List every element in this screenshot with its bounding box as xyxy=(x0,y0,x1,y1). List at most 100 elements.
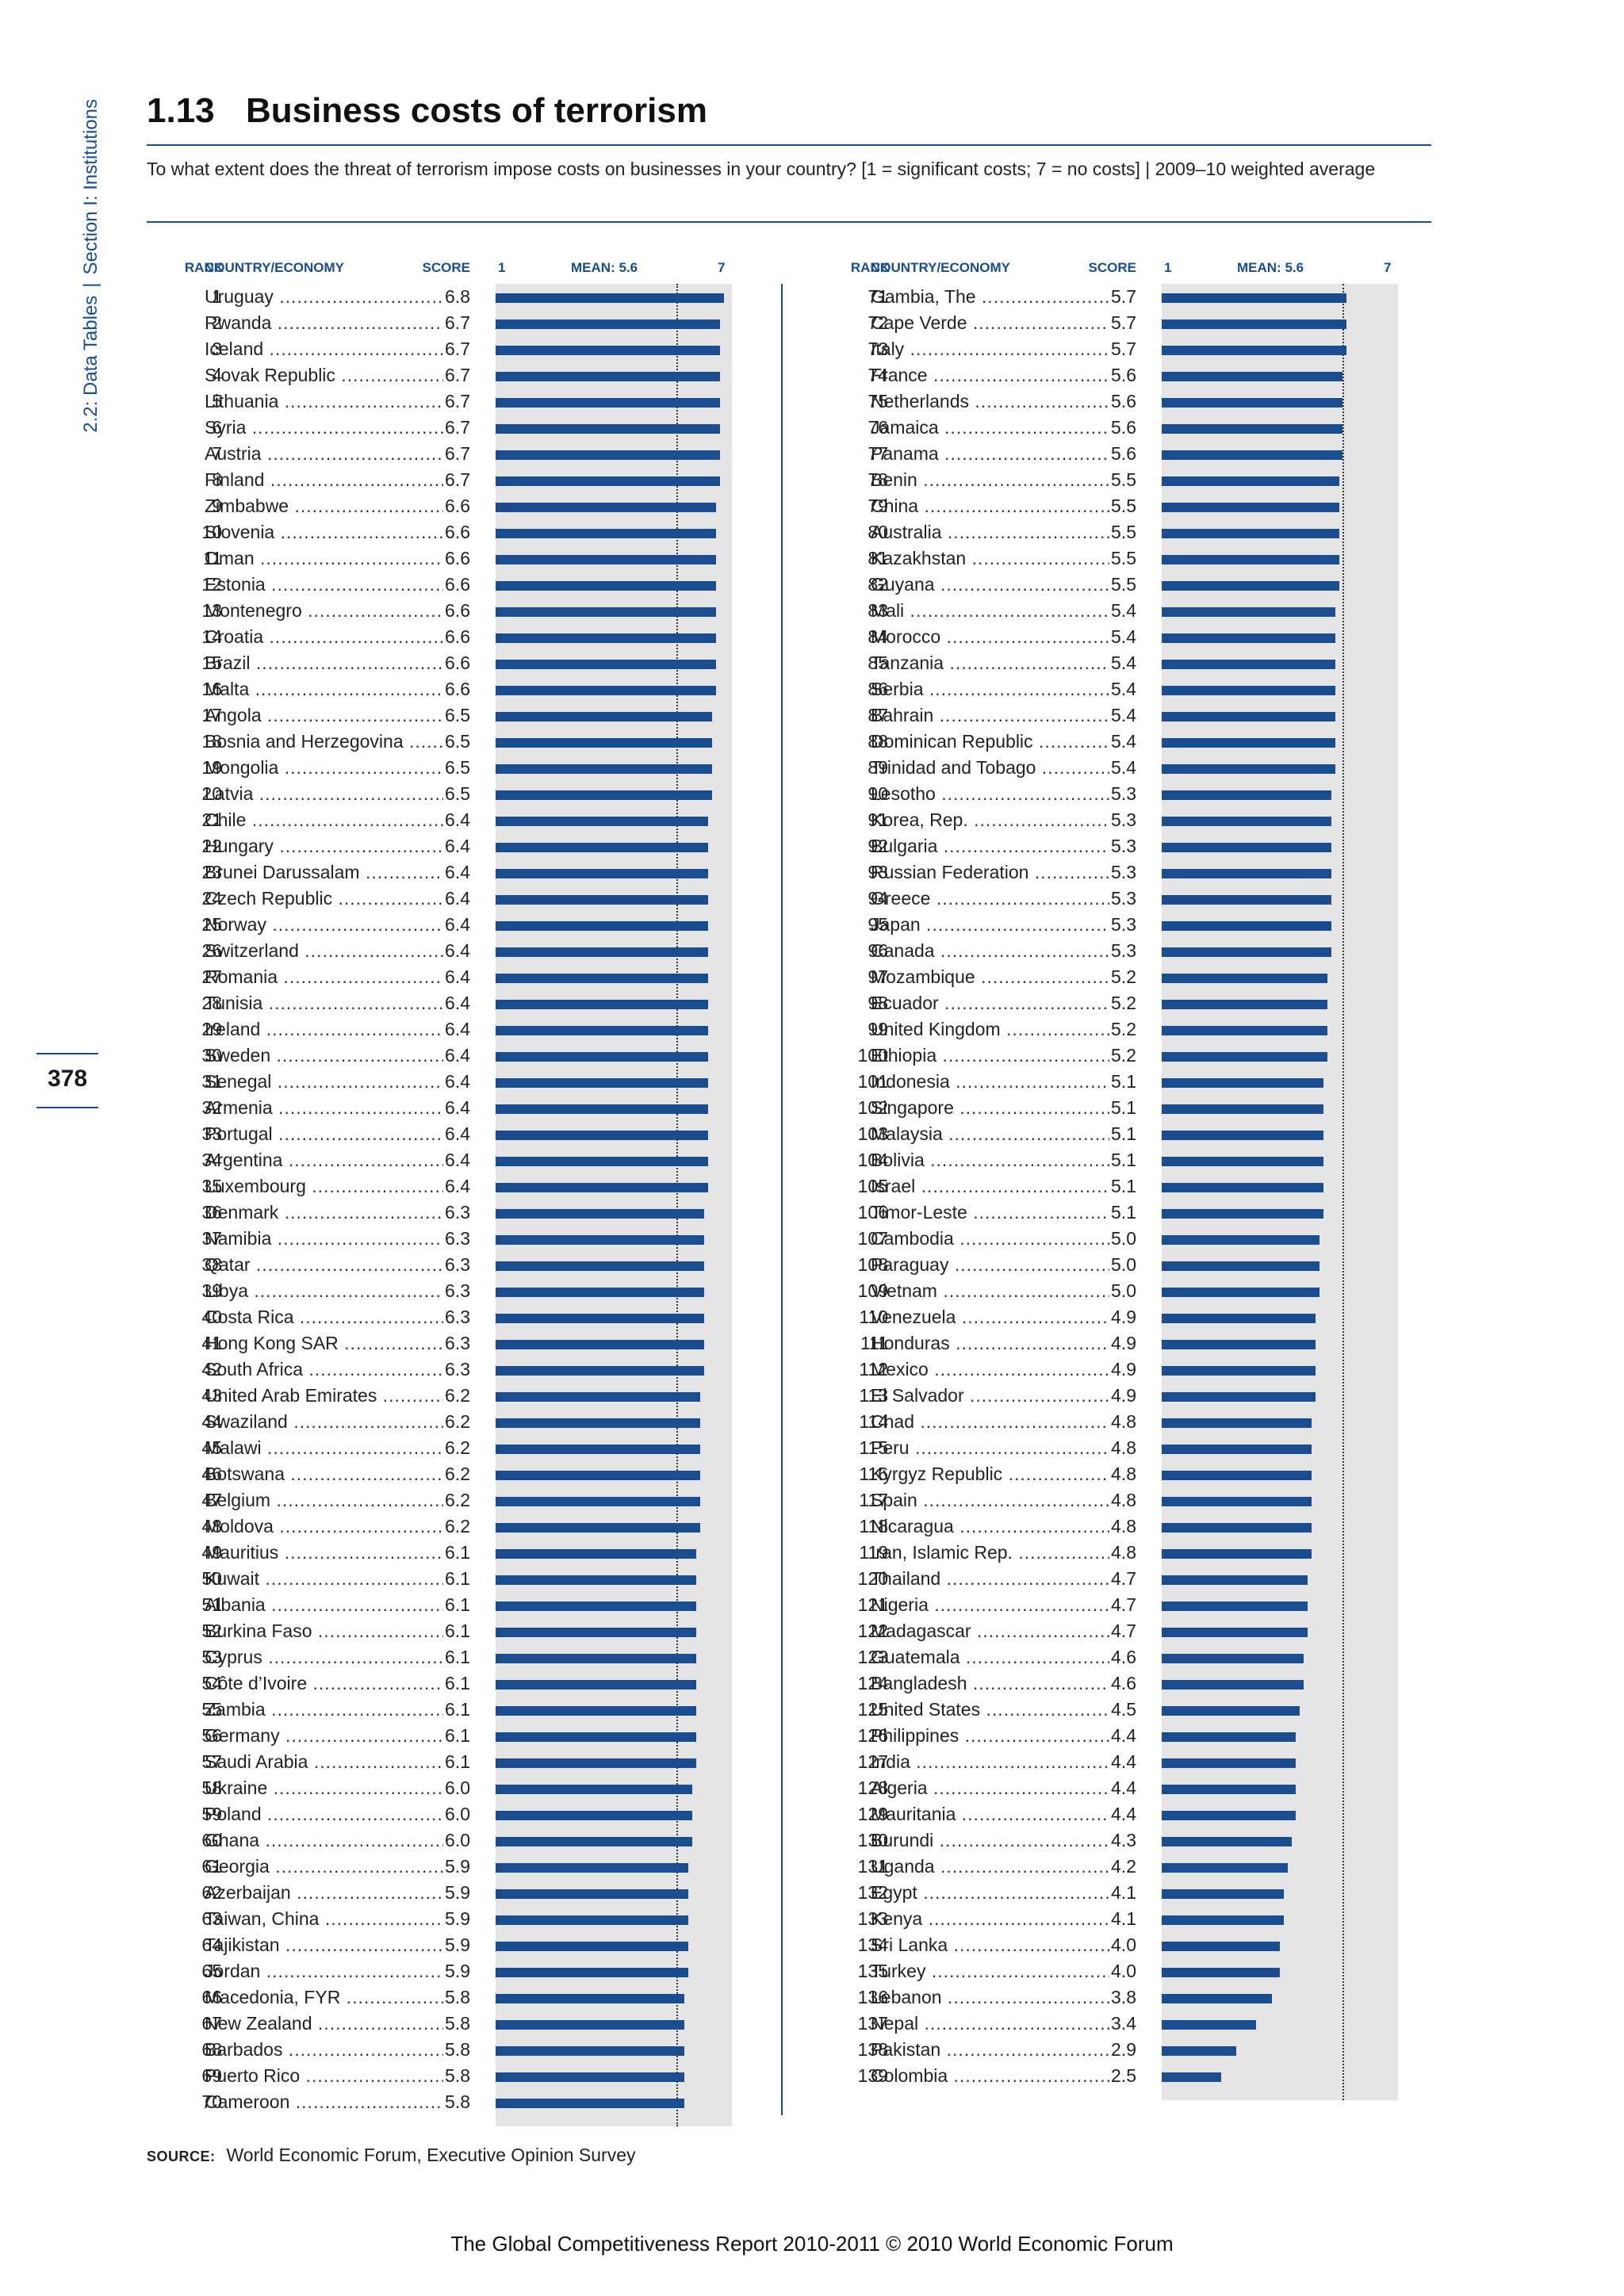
score-value: 4.9 xyxy=(1109,1383,1136,1409)
country-name: Bulgaria xyxy=(871,833,1136,859)
score-bar xyxy=(496,947,709,957)
country-name: Azerbaijan xyxy=(205,1880,470,1906)
country-name: Ukraine xyxy=(205,1775,470,1801)
score-value: 6.1 xyxy=(443,1592,470,1618)
table-row: 75Netherlands5.6 xyxy=(813,388,1415,415)
header-country: COUNTRY/ECONOMY xyxy=(205,260,344,275)
score-bar xyxy=(1162,1497,1312,1506)
score-bar xyxy=(1162,346,1347,355)
score-value: 5.5 xyxy=(1109,493,1136,519)
score-bar xyxy=(1162,1785,1296,1794)
score-value: 5.3 xyxy=(1109,807,1136,833)
table-row: 117Spain4.8 xyxy=(813,1487,1415,1513)
country-name: Bosnia and Herzegovina xyxy=(205,729,470,755)
country-name: Albania xyxy=(205,1592,470,1618)
country-name: Lebanon xyxy=(871,1984,1136,2011)
score-bar xyxy=(496,764,713,774)
country-name: India xyxy=(871,1749,1136,1775)
score-bar xyxy=(496,1366,705,1376)
score-bar xyxy=(1162,1261,1320,1271)
table-row: 49Mauritius6.1 xyxy=(147,1540,749,1566)
score-bar xyxy=(1162,1471,1312,1480)
score-bar xyxy=(496,974,709,983)
country-name: South Africa xyxy=(205,1357,470,1383)
score-value: 6.2 xyxy=(443,1487,470,1513)
table-row: 56Germany6.1 xyxy=(147,1723,749,1749)
country-name: Honduras xyxy=(871,1330,1136,1357)
score-bar xyxy=(496,372,721,381)
country-name: Bolivia xyxy=(871,1147,1136,1173)
table-row: 96Canada5.3 xyxy=(813,938,1415,964)
table-row: 115Peru4.8 xyxy=(813,1435,1415,1461)
score-value: 5.5 xyxy=(1109,467,1136,493)
score-value: 5.8 xyxy=(443,2063,470,2089)
table-row: 112Mexico4.9 xyxy=(813,1357,1415,1383)
table-row: 35Luxembourg6.4 xyxy=(147,1173,749,1200)
country-name: Syria xyxy=(205,415,470,441)
score-bar xyxy=(496,790,713,800)
table-row: 123Guatemala4.6 xyxy=(813,1644,1415,1670)
header-scale-min: 1 xyxy=(498,260,506,275)
score-value: 6.4 xyxy=(443,938,470,964)
country-name: Kyrgyz Republic xyxy=(871,1461,1136,1487)
score-bar xyxy=(1162,1549,1312,1559)
title-rule xyxy=(147,144,1431,146)
table-row: 8Finland6.7 xyxy=(147,467,749,493)
score-bar xyxy=(1162,1942,1280,1951)
score-bar xyxy=(496,398,721,408)
table-row: 31Senegal6.4 xyxy=(147,1069,749,1095)
score-bar xyxy=(496,1837,693,1846)
table-row: 7Austria6.7 xyxy=(147,441,749,467)
score-bar xyxy=(1162,1968,1280,1977)
country-name: Oman xyxy=(205,545,470,572)
score-value: 4.9 xyxy=(1109,1304,1136,1330)
score-bar xyxy=(496,2072,685,2082)
score-bar xyxy=(1162,790,1331,800)
score-bar xyxy=(1162,1104,1323,1114)
score-value: 5.4 xyxy=(1109,676,1136,702)
score-bar xyxy=(496,555,717,564)
score-value: 6.4 xyxy=(443,1121,470,1147)
table-row: 90Lesotho5.3 xyxy=(813,781,1415,807)
score-bar xyxy=(496,686,717,695)
score-value: 5.1 xyxy=(1109,1173,1136,1200)
score-bar xyxy=(496,738,713,748)
score-value: 5.1 xyxy=(1109,1147,1136,1173)
country-name: Jordan xyxy=(205,1958,470,1984)
country-name: Portugal xyxy=(205,1121,470,1147)
country-name: Switzerland xyxy=(205,938,470,964)
score-value: 6.3 xyxy=(443,1252,470,1278)
score-value: 5.9 xyxy=(443,1906,470,1932)
header-mean: MEAN: 5.6 xyxy=(1237,260,1304,275)
score-value: 5.9 xyxy=(443,1880,470,1906)
country-name: Zambia xyxy=(205,1697,470,1723)
table-row: 58Ukraine6.0 xyxy=(147,1775,749,1801)
score-bar xyxy=(1162,1209,1323,1219)
table-row: 80Australia5.5 xyxy=(813,519,1415,545)
score-value: 5.2 xyxy=(1109,1043,1136,1069)
mean-line xyxy=(676,284,679,2126)
table-row: 48Moldova6.2 xyxy=(147,1513,749,1540)
table-row: 122Madagascar4.7 xyxy=(813,1618,1415,1644)
table-row: 87Bahrain5.4 xyxy=(813,702,1415,729)
score-bar xyxy=(1162,974,1327,983)
table-row: 102Singapore5.1 xyxy=(813,1095,1415,1121)
score-value: 4.1 xyxy=(1109,1906,1136,1932)
country-name: Nicaragua xyxy=(871,1513,1136,1540)
score-value: 4.8 xyxy=(1109,1461,1136,1487)
country-name: Pakistan xyxy=(871,2037,1136,2063)
table-row: 107Cambodia5.0 xyxy=(813,1226,1415,1252)
score-value: 4.9 xyxy=(1109,1357,1136,1383)
page-number-box: 378 xyxy=(36,1053,98,1108)
score-bar xyxy=(496,1209,705,1219)
table-row: 114Chad4.8 xyxy=(813,1409,1415,1435)
score-value: 4.2 xyxy=(1109,1854,1136,1880)
country-name: Slovak Republic xyxy=(205,362,470,388)
score-bar xyxy=(1162,424,1343,434)
country-name: United States xyxy=(871,1697,1136,1723)
